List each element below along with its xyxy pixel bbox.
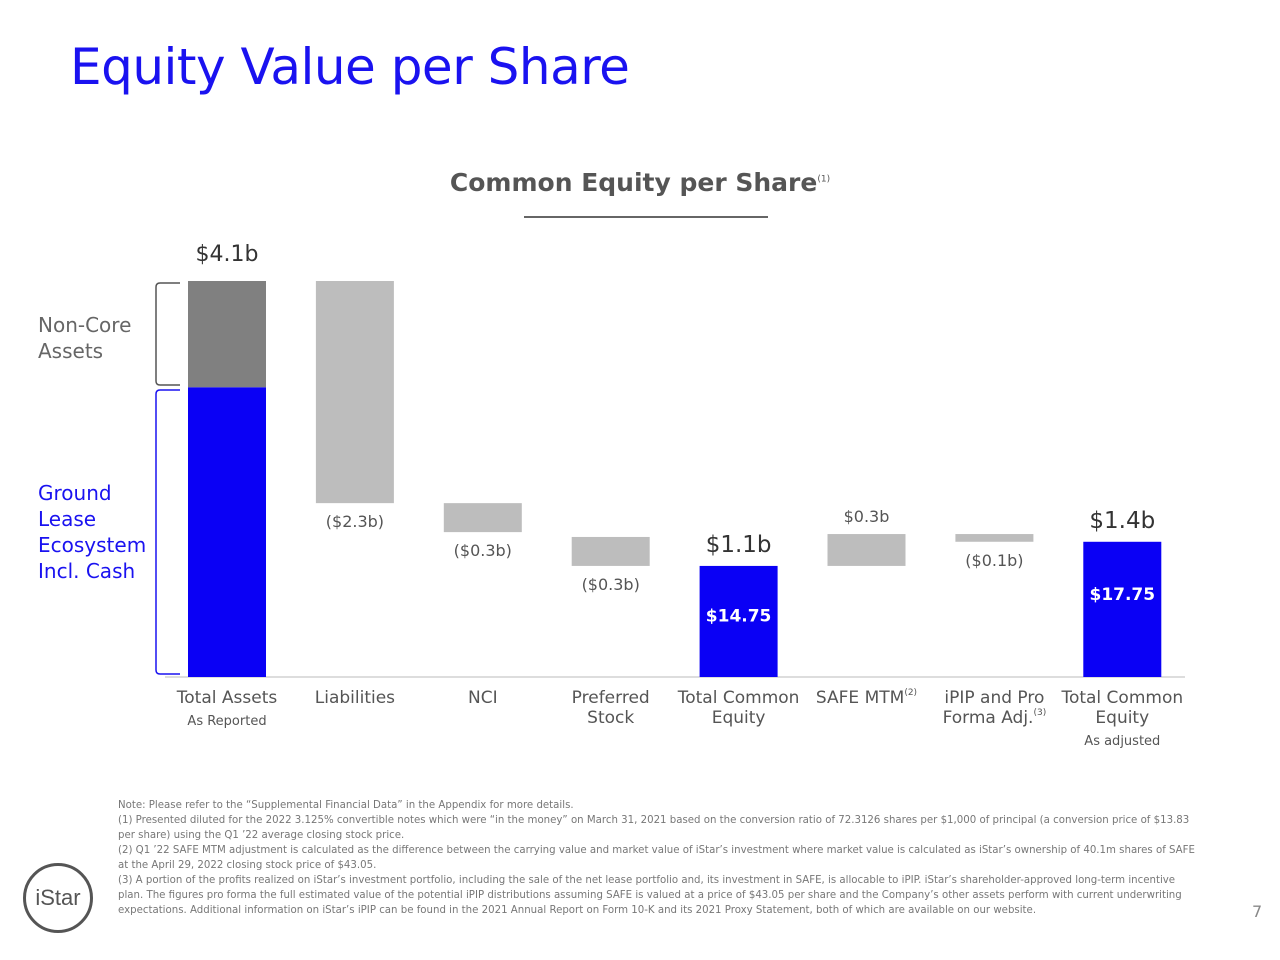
waterfall-chart: $4.1b ($2.3b) ($0.3b) ($0.3b) $1.1b $14.75 $0.… xyxy=(155,242,1185,749)
page-title: Equity Value per Share xyxy=(70,38,630,96)
ground-lease-label: Ground Lease Ecosystem Incl. Cash xyxy=(38,480,146,584)
category-label: SAFE MTM(2) xyxy=(816,688,917,708)
bar-value-label: $1.1b xyxy=(706,532,772,558)
non-core-bracket xyxy=(155,282,180,386)
category-label: Liabilities xyxy=(315,688,395,708)
bar-value-label: ($2.3b) xyxy=(326,512,384,531)
bar xyxy=(443,503,522,533)
category-sublabel: As adjusted xyxy=(1084,734,1160,749)
chart-title-footnote-marker: (1) xyxy=(817,174,831,185)
bar xyxy=(315,281,394,504)
bar xyxy=(571,536,650,566)
bar-per-share-label: $14.75 xyxy=(706,606,772,626)
category-label: Total Common xyxy=(1060,688,1183,708)
logo-text: iStar xyxy=(35,885,81,910)
chart-title-underline xyxy=(524,216,768,218)
bar-value-label: $0.3b xyxy=(844,507,890,526)
bar xyxy=(1083,541,1162,677)
footnotes: Note: Please refer to the “Supplemental … xyxy=(118,798,1203,918)
footnote-2: (2) Q1 ’22 SAFE MTM adjustment is calcul… xyxy=(118,845,1195,871)
ground-lease-bracket xyxy=(155,389,180,675)
category-label: Total Assets xyxy=(176,688,278,708)
ground-lease-label-line: Ground xyxy=(38,481,112,505)
bar-segment xyxy=(188,281,266,388)
bar-value-label: $1.4b xyxy=(1089,508,1155,534)
footnote-1: (1) Presented diluted for the 2022 3.125… xyxy=(118,815,1190,841)
category-label: Forma Adj.(3) xyxy=(943,708,1047,728)
bar-value-label: ($0.3b) xyxy=(454,541,512,560)
bar-value-label: ($0.1b) xyxy=(965,551,1023,570)
non-core-label-line: Non-Core xyxy=(38,313,132,337)
category-label: Equity xyxy=(1095,708,1149,728)
category-label: iPIP and Pro xyxy=(944,688,1044,708)
bar-segment xyxy=(188,387,266,677)
chart-title: Common Equity per Share(1) xyxy=(440,168,840,197)
category-label: Preferred xyxy=(572,688,650,708)
non-core-assets-label: Non-Core Assets xyxy=(38,312,131,364)
footnote-note: Note: Please refer to the “Supplemental … xyxy=(118,800,574,811)
ground-lease-label-line: Ecosystem xyxy=(38,533,147,557)
footnote-3: (3) A portion of the profits realized on… xyxy=(118,875,1182,916)
chart-title-text: Common Equity per Share xyxy=(449,168,818,197)
bar-value-label: ($0.3b) xyxy=(582,575,640,594)
bar-value-label: $4.1b xyxy=(196,242,259,267)
ground-lease-label-line: Lease xyxy=(38,507,97,531)
bar-per-share-label: $17.75 xyxy=(1089,585,1155,605)
category-label: Equity xyxy=(712,708,766,728)
bar xyxy=(955,534,1034,542)
category-sublabel: As Reported xyxy=(187,714,266,729)
istar-logo: iStar xyxy=(23,863,93,933)
category-label: NCI xyxy=(468,688,498,708)
category-label: Stock xyxy=(587,708,634,728)
bar xyxy=(699,565,778,677)
ground-lease-label-line: Incl. Cash xyxy=(38,559,136,583)
bar xyxy=(827,534,906,566)
page-number: 7 xyxy=(1252,902,1263,921)
non-core-label-line: Assets xyxy=(38,339,104,363)
category-label: Total Common xyxy=(677,688,800,708)
